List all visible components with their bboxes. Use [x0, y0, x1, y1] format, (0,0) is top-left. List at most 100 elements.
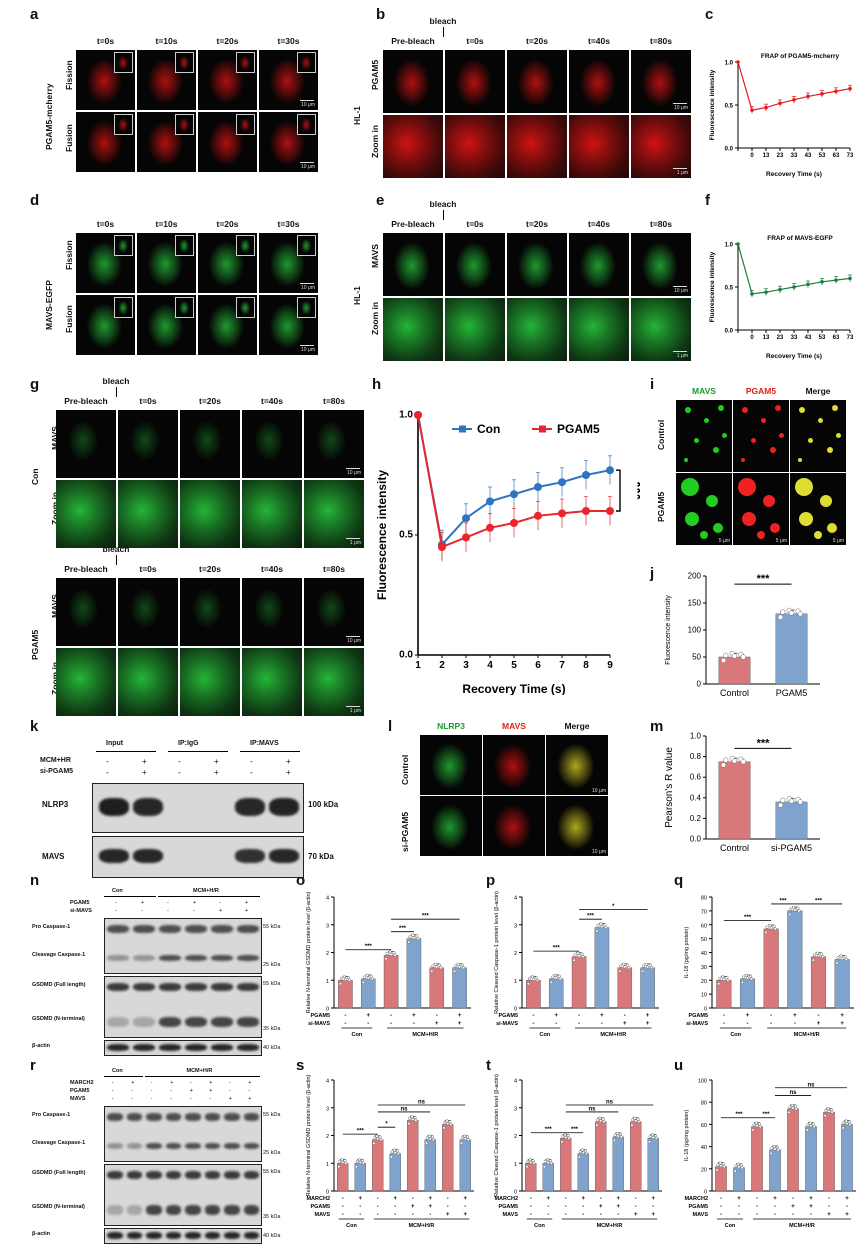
blot-band: [133, 925, 155, 933]
data-point: [778, 101, 782, 106]
microscopy-image: [445, 115, 505, 178]
data-dot: [815, 951, 820, 955]
sign: -: [770, 1021, 772, 1027]
sig-label: ***: [815, 898, 823, 904]
data-dot: [389, 1155, 394, 1159]
data-point: [558, 509, 566, 518]
blot-band: [185, 1232, 201, 1239]
blot-band: [99, 849, 129, 863]
sign: -: [178, 757, 181, 766]
bleach-label: bleach: [102, 376, 130, 386]
x-tick-label: 73: [847, 335, 854, 341]
inset-image: [236, 114, 255, 135]
microscopy-image: 10 μm: [631, 233, 691, 296]
data-dot: [337, 1165, 341, 1169]
data-dot: [527, 976, 532, 981]
sign: -: [367, 1021, 369, 1027]
x-axis-label: Recovery Time (s): [766, 353, 822, 360]
blot-band: [185, 1044, 207, 1051]
microscopy-image: [383, 233, 443, 296]
data-dot: [649, 966, 654, 970]
data-dot: [408, 935, 412, 939]
sign: -: [756, 1204, 758, 1210]
data-dot: [618, 1132, 623, 1136]
row-label-mcmhr: MCM+HR: [40, 757, 71, 764]
bar: [406, 938, 422, 1009]
data-dot: [431, 964, 435, 968]
blot-band: [99, 798, 129, 816]
data-dot: [811, 1122, 815, 1126]
y-axis-label: Relative N-terminal GSDMD protein level …: [306, 891, 312, 1013]
sign: +: [773, 1196, 777, 1202]
chart-title: FRAP of PGAM5-mcherry: [761, 53, 840, 60]
data-dot: [573, 953, 577, 957]
y-tick-label: 0: [514, 1190, 517, 1196]
sign: -: [390, 1013, 392, 1019]
sign: +: [646, 1013, 650, 1019]
microscopy-image: 10 μm: [304, 410, 364, 478]
sign: -: [412, 1196, 414, 1202]
sign: -: [413, 1021, 415, 1027]
chart-u-il18: 0 20 40 60 80 100 IL-18 (pg/mg protein) MARCH2 -…: [684, 1079, 856, 1229]
data-dot: [560, 1140, 564, 1144]
data-dot: [531, 977, 535, 981]
microscopy-image: [137, 50, 196, 110]
droplet: [685, 512, 699, 526]
blot-band: [126, 1232, 142, 1239]
blot-band: [146, 1205, 162, 1215]
time-label: Pre-bleach: [64, 564, 108, 574]
sign: -: [794, 1021, 796, 1027]
label-hl1-e: HL-1: [352, 286, 362, 305]
data-dot: [407, 1122, 411, 1126]
sign: -: [412, 1212, 414, 1218]
microscopy-image: 10 μm: [259, 295, 318, 355]
chart-t-caspase: 0 1 2 3 4 Relative Cleaved Caspase-1 protein …: [494, 1074, 662, 1229]
microscopy-image: [56, 578, 116, 646]
band-label: GSDMD (N-terminal): [32, 1204, 85, 1210]
sign: +: [428, 1204, 432, 1210]
data-dot: [531, 1159, 535, 1163]
data-dot: [847, 1120, 851, 1124]
blot-strip: [104, 1106, 262, 1162]
data-dot: [529, 1160, 533, 1164]
x-tick-label: 13: [763, 153, 770, 159]
data-dot: [740, 654, 746, 660]
bar: [834, 959, 850, 1009]
data-dot: [410, 1115, 414, 1119]
sign: -: [828, 1196, 830, 1202]
data-dot: [339, 976, 344, 981]
row-label: si-MAVS: [686, 1021, 708, 1027]
blot-band: [237, 925, 259, 933]
scale-bar-label: 10 μm: [674, 105, 688, 111]
group-label: MCM+H/R: [409, 1223, 435, 1229]
microscopy-image: [76, 295, 135, 355]
data-dot: [773, 927, 777, 931]
group-label: MCM+H/R: [794, 1032, 820, 1038]
data-dot: [395, 1149, 400, 1153]
time-label: Pre-bleach: [391, 219, 435, 229]
kda-label: 70 kDa: [308, 852, 334, 861]
time-label: t=0s: [466, 36, 484, 46]
droplet: [770, 447, 776, 453]
data-dot: [740, 980, 744, 984]
panel-letter-k: k: [30, 718, 39, 735]
sign: -: [846, 1204, 848, 1210]
data-dot: [633, 1116, 637, 1120]
time-label: t=0s: [466, 219, 484, 229]
sign: -: [530, 1196, 532, 1202]
sign: +: [581, 1196, 585, 1202]
sign: -: [250, 757, 253, 766]
scale-bar: [300, 100, 314, 101]
data-point: [606, 507, 614, 515]
row-label: MAVS: [70, 1096, 86, 1102]
sign: -: [617, 1212, 619, 1218]
data-point: [848, 276, 852, 281]
band-label: β-actin: [32, 1043, 51, 1049]
blot-band: [107, 1171, 123, 1179]
sign: -: [600, 1212, 602, 1218]
data-dot: [646, 965, 650, 969]
sig-label: ns: [789, 1090, 797, 1096]
blot-band: [146, 1143, 162, 1149]
blot-band: [243, 1143, 259, 1149]
sign: -: [828, 1204, 830, 1210]
